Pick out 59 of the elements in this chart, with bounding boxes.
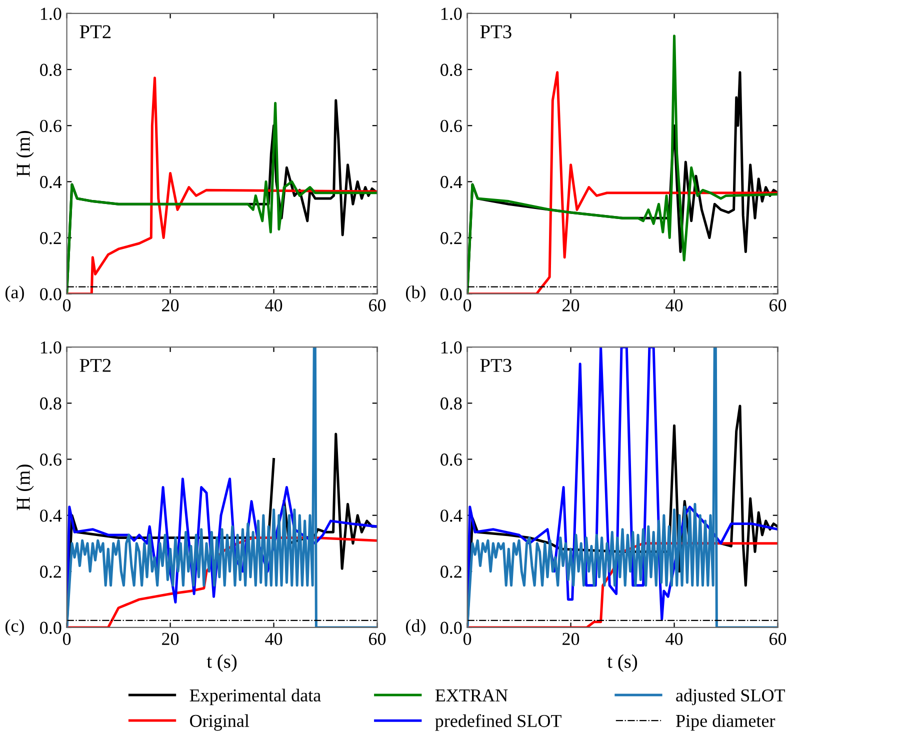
y-tick-label: 0.8: [440, 64, 462, 76]
y-tick-label: 0.2: [440, 232, 462, 244]
y-tick-label: 1.0: [40, 341, 62, 354]
y-tick-label: 0.0: [40, 622, 62, 634]
y-tick-label: 0.6: [440, 454, 462, 466]
y-tick-label: 0.0: [440, 288, 462, 300]
x-axis-title: t (s): [607, 654, 638, 672]
x-tick-label: 20: [562, 632, 580, 646]
line-series: [66, 347, 378, 628]
y-tick-label: 1.0: [441, 341, 462, 354]
x-tick-label: 40: [666, 632, 683, 646]
x-tick-label: 60: [369, 632, 386, 646]
x-tick-label: 60: [369, 299, 386, 312]
y-tick-label: 0.4: [440, 510, 462, 522]
x-axis-title: t (s): [206, 654, 237, 672]
y-tick-label: 0.6: [40, 120, 62, 132]
y-tick-label: 1.0: [441, 8, 462, 20]
x-tick-label: 20: [562, 299, 580, 312]
x-tick-label: 20: [162, 632, 179, 646]
legend-label: Pipe diameter: [676, 714, 776, 731]
text: (c): [5, 619, 24, 636]
legend-label: predefined SLOT: [435, 714, 562, 731]
text: (b): [406, 286, 426, 302]
y-tick-label: 1.0: [40, 8, 62, 20]
y-tick-label: 0.0: [440, 622, 462, 634]
text: (a): [5, 286, 24, 302]
x-tick-label: 60: [770, 632, 786, 646]
y-tick-label: 0.6: [40, 454, 62, 466]
y-tick-label: 0.8: [40, 64, 62, 76]
x-tick-label: 20: [162, 299, 179, 312]
chart-title: PT3: [480, 25, 512, 38]
y-tick-label: 0.0: [40, 288, 62, 300]
legend-label: adjusted SLOT: [676, 688, 785, 706]
x-tick-label: 40: [666, 299, 683, 312]
chart-title: PT3: [480, 358, 512, 372]
x-tick-label: 0: [62, 632, 71, 646]
x-tick-label: 0: [463, 299, 472, 312]
legend-label: Experimental data: [190, 688, 321, 706]
legend-label: Original: [190, 714, 250, 731]
y-axis-title: H (m): [16, 464, 34, 510]
y-tick-label: 0.6: [440, 120, 462, 132]
y-tick-label: 0.2: [40, 232, 61, 244]
y-axis-title: H (m): [16, 131, 34, 177]
y-tick-label: 0.4: [40, 510, 62, 522]
legend-label: EXTRAN: [435, 689, 508, 702]
text: (d): [406, 619, 426, 636]
x-tick-label: 0: [463, 632, 472, 646]
y-tick-label: 0.8: [40, 397, 62, 410]
chart-title: PT2: [80, 25, 111, 38]
y-tick-label: 0.4: [440, 176, 462, 188]
x-tick-label: 60: [770, 299, 786, 312]
chart-title: PT2: [80, 358, 111, 372]
x-tick-label: 0: [62, 299, 71, 312]
x-tick-label: 40: [265, 299, 282, 312]
y-tick-label: 0.2: [440, 566, 462, 578]
y-tick-label: 0.2: [40, 566, 61, 578]
y-tick-label: 0.4: [40, 176, 62, 188]
x-tick-label: 40: [265, 632, 282, 646]
y-tick-label: 0.8: [440, 397, 462, 410]
